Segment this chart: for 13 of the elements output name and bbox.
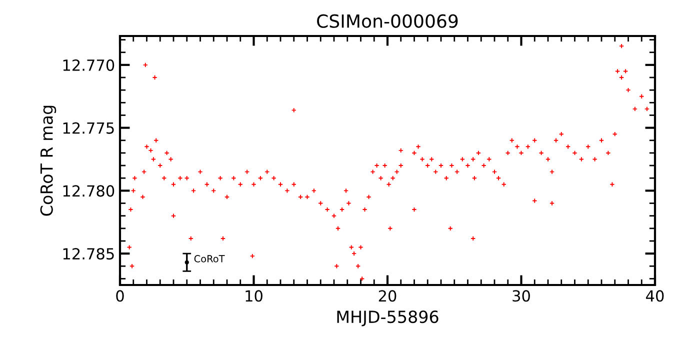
y-tick-label: 12.770 — [63, 59, 114, 71]
y-axis-title: CoRoT R mag — [40, 106, 56, 216]
x-tick-label: 10 — [246, 290, 262, 302]
x-tick-label: 20 — [378, 290, 396, 302]
chart-title: CSIMon-000069 — [317, 14, 458, 28]
y-tick-label: 12.785 — [63, 248, 114, 260]
y-tick-label: 12.780 — [63, 185, 114, 197]
x-axis-title: MHJD-55896 — [337, 310, 438, 326]
x-tick-label: 40 — [646, 290, 664, 302]
annotation: CoRoT — [194, 255, 225, 262]
x-tick-label: 0 — [116, 290, 124, 302]
x-tick-label: 30 — [512, 290, 530, 302]
y-tick-label: 12.775 — [63, 122, 114, 134]
